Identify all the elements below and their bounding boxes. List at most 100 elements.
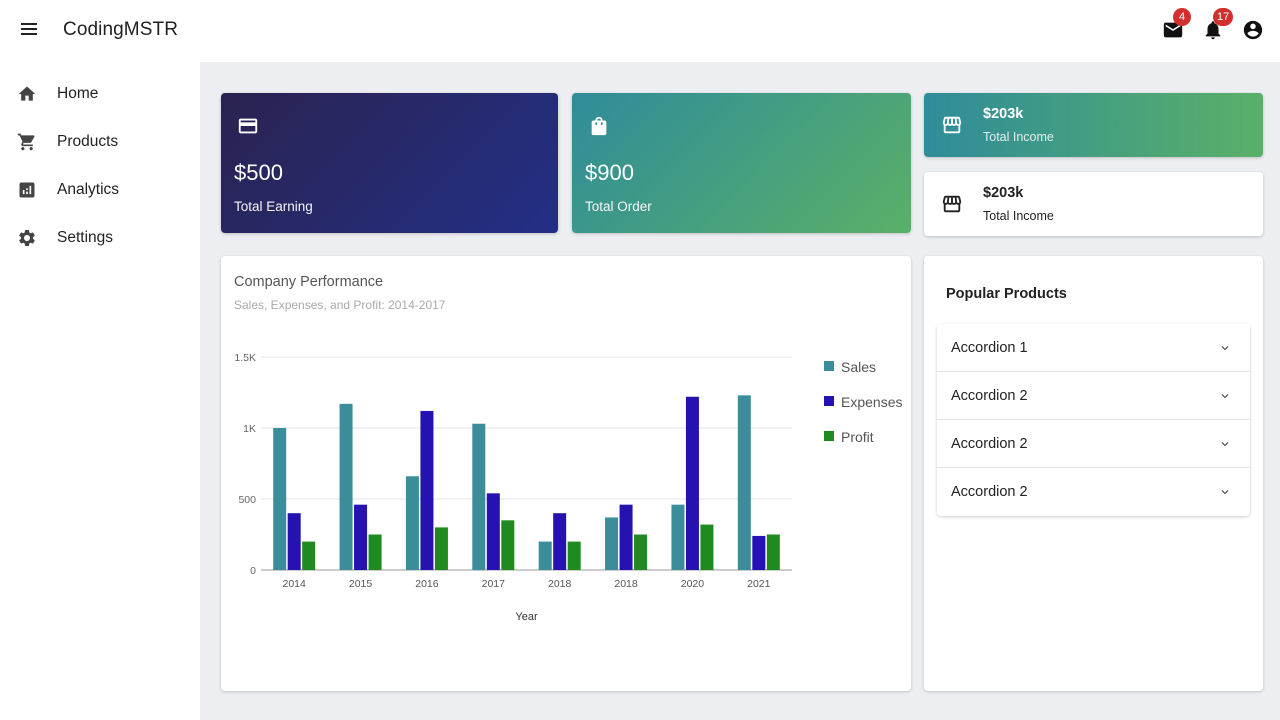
bar-expenses [486, 493, 500, 570]
popular-products-title: Popular Products [946, 286, 1067, 302]
mail-badge: 4 [1173, 8, 1191, 26]
accordion-item[interactable]: Accordion 2 [937, 420, 1250, 468]
legend-label: Sales [841, 359, 876, 375]
x-tick-label: 2015 [349, 578, 373, 590]
accordion-title: Accordion 2 [951, 436, 1028, 452]
legend-swatch [824, 431, 834, 441]
x-tick-label: 2020 [681, 578, 705, 590]
accordion-title: Accordion 1 [951, 340, 1028, 356]
menu-icon[interactable] [20, 20, 40, 40]
total-order-card: $900 Total Order [572, 93, 911, 233]
accordion-title: Accordion 2 [951, 484, 1028, 500]
earning-value: $500 [234, 160, 283, 185]
x-tick-label: 2021 [747, 578, 771, 590]
legend-swatch [824, 361, 834, 371]
income-label: Total Income [983, 209, 1054, 223]
y-tick-label: 1K [243, 423, 256, 435]
chevron-down-icon [1221, 442, 1229, 447]
x-axis-label: Year [515, 611, 538, 623]
income-value: $203k [983, 106, 1024, 122]
legend-label: Expenses [841, 394, 902, 410]
analytics-icon [19, 182, 35, 198]
bar-expenses [354, 504, 368, 570]
account-button[interactable] [1242, 18, 1266, 42]
shopping-bag-icon [591, 116, 607, 136]
bar-profit [766, 534, 780, 570]
x-tick-label: 2018 [548, 578, 572, 590]
bar-expenses [752, 535, 766, 570]
x-tick-label: 2014 [283, 578, 307, 590]
accordion-title: Accordion 2 [951, 388, 1028, 404]
sidebar-item-label: Home [57, 85, 99, 102]
total-income-card-secondary: $203k Total Income [924, 172, 1263, 236]
bar-sales [472, 423, 486, 570]
bar-sales [339, 403, 353, 570]
order-value: $900 [585, 160, 634, 185]
sidebar: Home Products Analytics Settings [0, 62, 200, 720]
sidebar-item-home[interactable]: Home [0, 74, 200, 114]
cart-icon [17, 133, 35, 151]
order-label: Total Order [585, 199, 652, 214]
legend-swatch [824, 396, 834, 406]
accordion-item[interactable]: Accordion 2 [937, 372, 1250, 420]
sidebar-item-label: Products [57, 133, 119, 150]
x-tick-label: 2016 [415, 578, 439, 590]
main-content: $500 Total Earning $900 Total Order $203… [200, 62, 1280, 720]
mail-icon [1163, 22, 1183, 38]
bar-profit [434, 527, 448, 570]
sidebar-item-products[interactable]: Products [0, 122, 200, 162]
sidebar-item-label: Analytics [57, 181, 120, 198]
app-brand: CodingMSTR [63, 19, 179, 40]
y-tick-label: 1.5K [234, 352, 256, 364]
legend-label: Profit [841, 429, 874, 445]
bar-profit [700, 524, 714, 570]
bar-expenses [420, 410, 434, 570]
chart-subtitle: Sales, Expenses, and Profit: 2014-2017 [234, 298, 446, 312]
y-tick-label: 0 [250, 565, 256, 577]
bar-expenses [553, 513, 567, 570]
y-tick-label: 500 [238, 494, 256, 506]
earning-label: Total Earning [234, 199, 313, 214]
bar-profit [634, 534, 648, 570]
accordion-item[interactable]: Accordion 2 [937, 468, 1250, 516]
notifications-badge: 17 [1213, 8, 1234, 26]
popular-products-panel: Popular Products Accordion 1 Accordion 2… [924, 256, 1263, 691]
notifications-button[interactable]: 17 [1202, 8, 1234, 42]
performance-bar-chart: 0 500 1K 1.5K 2014 2015 2016 2017 2018 2018 2020 20… [234, 352, 902, 623]
chevron-down-icon [1221, 490, 1229, 495]
sidebar-item-analytics[interactable]: Analytics [0, 170, 200, 210]
x-tick-label: 2018 [614, 578, 638, 590]
bar-sales [671, 504, 685, 570]
sidebar-item-label: Settings [57, 229, 114, 246]
total-income-card-primary: $203k Total Income [924, 93, 1263, 157]
accordion-list: Accordion 1 Accordion 2 Accordion 2 Acco… [937, 324, 1250, 516]
bar-sales [538, 541, 552, 570]
chart-title: Company Performance [234, 274, 384, 290]
mail-button[interactable]: 4 [1162, 8, 1191, 42]
bar-sales [405, 476, 419, 570]
x-tick-label: 2017 [482, 578, 506, 590]
bell-icon [1205, 21, 1221, 40]
account-circle-icon [1243, 20, 1263, 40]
chevron-down-icon [1221, 346, 1229, 351]
chevron-down-icon [1221, 394, 1229, 399]
bar-expenses [287, 513, 301, 570]
store-icon [942, 195, 962, 213]
home-icon [18, 86, 36, 101]
company-performance-panel: Company Performance Sales, Expenses, and… [221, 256, 911, 691]
bar-expenses [619, 504, 633, 570]
bar-profit [501, 520, 515, 570]
bar-expenses [685, 396, 699, 570]
sidebar-item-settings[interactable]: Settings [0, 218, 200, 258]
bar-profit [368, 534, 382, 570]
bar-sales [605, 517, 619, 570]
bar-profit [567, 541, 581, 570]
top-app-bar: CodingMSTR 4 17 [0, 0, 1280, 62]
store-icon [942, 116, 962, 134]
bar-sales [273, 428, 287, 570]
income-value: $203k [983, 185, 1024, 201]
bar-sales [737, 395, 751, 570]
bar-profit [302, 541, 316, 570]
accordion-item[interactable]: Accordion 1 [937, 324, 1250, 372]
total-earning-card: $500 Total Earning [221, 93, 558, 233]
